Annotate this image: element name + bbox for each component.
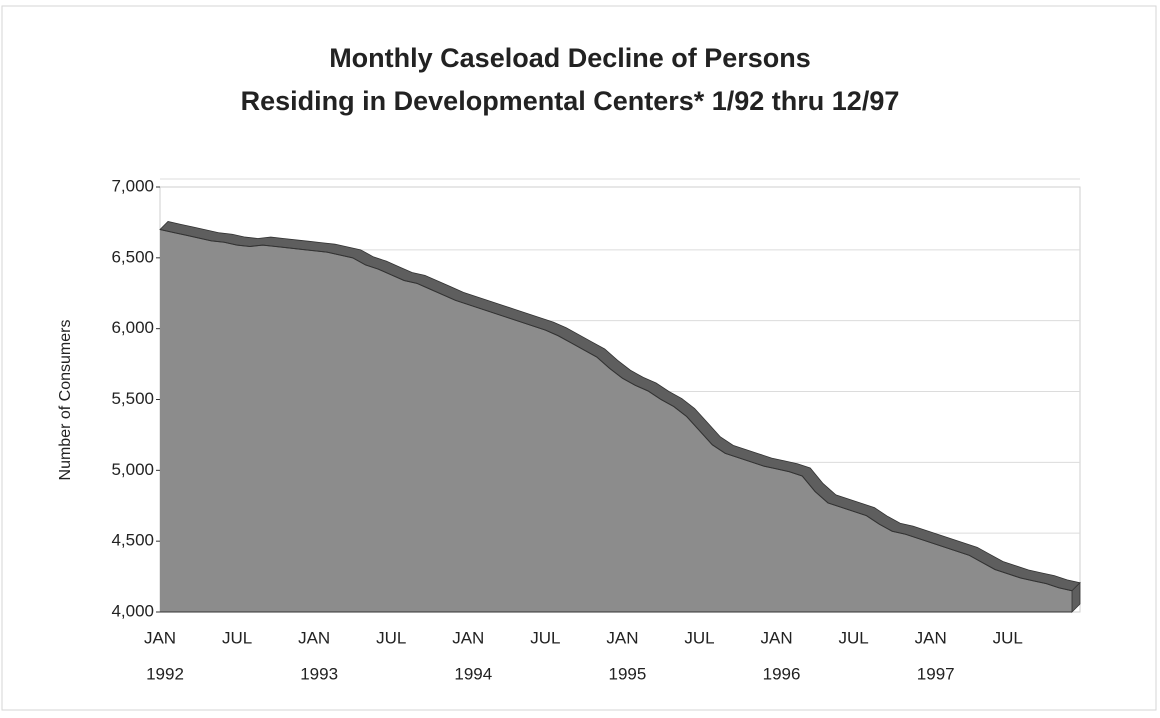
x-tick-label: JUL [684, 628, 714, 647]
x-tick-label: JAN [144, 628, 176, 647]
year-label: 1994 [454, 664, 492, 683]
y-tick-label: 7,000 [111, 176, 154, 195]
year-label: 1993 [300, 664, 338, 683]
area-right-face [1071, 581, 1081, 613]
x-tick-label: JUL [376, 628, 406, 647]
year-label: 1992 [146, 664, 184, 683]
y-tick-label: 6,000 [111, 318, 154, 337]
y-tick-label: 5,000 [111, 460, 154, 479]
y-axis-label: Number of Consumers [57, 320, 74, 481]
x-tick-label: JAN [761, 628, 793, 647]
year-label: 1996 [763, 664, 801, 683]
chart-title: Monthly Caseload Decline of Persons [329, 43, 811, 73]
x-tick-label: JUL [993, 628, 1023, 647]
year-label: 1997 [917, 664, 955, 683]
area [160, 229, 1072, 612]
y-tick-label: 6,500 [111, 247, 154, 266]
x-tick-label: JUL [530, 628, 560, 647]
chart-title: Residing in Developmental Centers* 1/92 … [241, 86, 900, 116]
x-tick-label: JAN [606, 628, 638, 647]
y-tick-label: 5,500 [111, 389, 154, 408]
x-tick-label: JAN [298, 628, 330, 647]
x-tick-label: JAN [915, 628, 947, 647]
y-tick-label: 4,500 [111, 531, 154, 550]
year-label: 1995 [609, 664, 647, 683]
area-line [159, 229, 1073, 592]
x-tick-label: JUL [222, 628, 252, 647]
y-tick-label: 4,000 [111, 601, 154, 620]
x-tick-label: JAN [452, 628, 484, 647]
x-tick-label: JUL [839, 628, 869, 647]
